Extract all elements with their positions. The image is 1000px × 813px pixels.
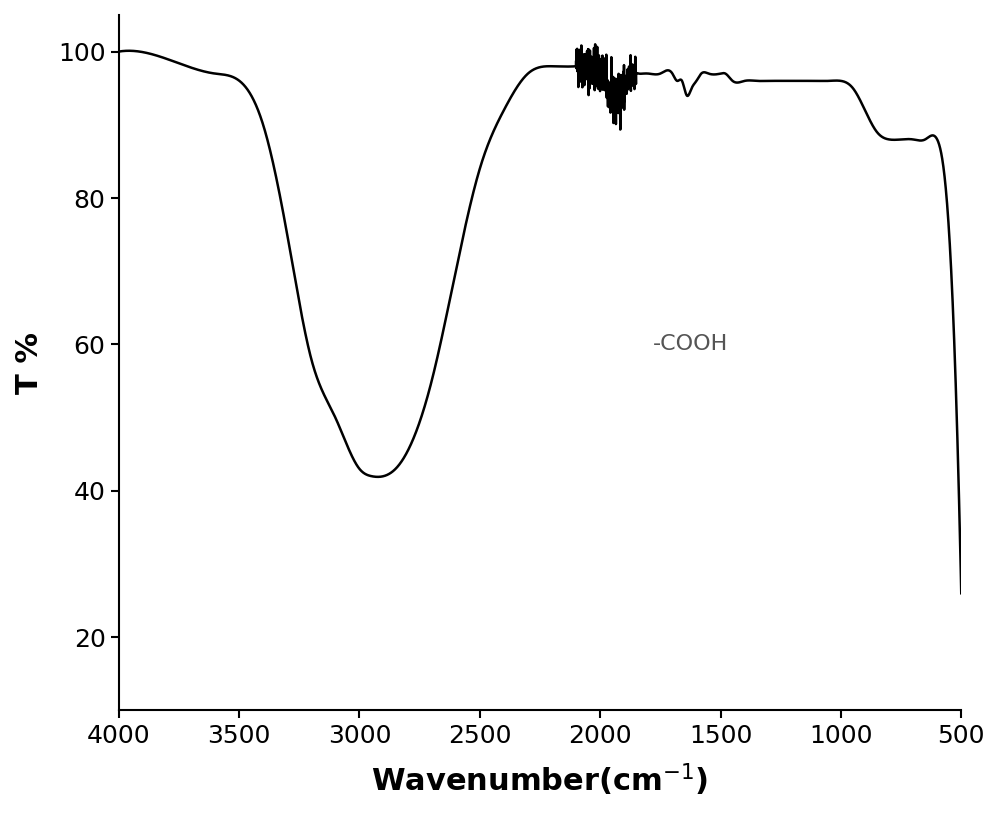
Text: -COOH: -COOH <box>653 334 728 354</box>
X-axis label: Wavenumber(cm$^{-1}$): Wavenumber(cm$^{-1}$) <box>371 762 709 798</box>
Y-axis label: T %: T % <box>15 332 44 393</box>
